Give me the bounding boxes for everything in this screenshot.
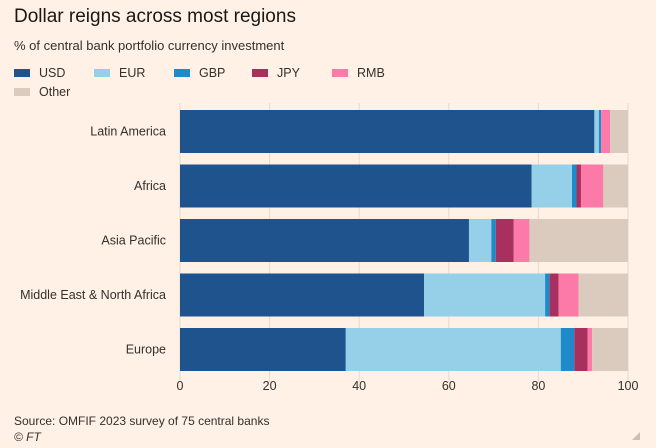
legend-label-eur: EUR — [119, 66, 146, 80]
bar-asia-pacific-gbp — [491, 219, 496, 262]
bar-africa-eur — [531, 164, 572, 208]
category-label-africa: Africa — [134, 179, 166, 193]
bar-latin-america-usd — [180, 110, 595, 153]
bar-asia-pacific-rmb — [513, 219, 530, 262]
legend-item-eur: EUR — [94, 66, 174, 80]
bar-asia-pacific-usd — [180, 219, 469, 262]
bar-africa-gbp — [572, 164, 577, 208]
legend-swatch-other — [14, 88, 30, 96]
resize-grip-icon — [632, 432, 640, 440]
legend-swatch-rmb — [332, 69, 348, 77]
bar-latin-america-rmb — [601, 110, 611, 153]
legend-swatch-eur — [94, 69, 110, 77]
bar-middle-east-and-north-africa-other — [578, 273, 628, 317]
credit-note: © FT — [14, 430, 41, 444]
legend-item-rmb: RMB — [332, 66, 412, 80]
legend-swatch-usd — [14, 69, 30, 77]
category-label-europe: Europe — [126, 343, 166, 357]
legend-swatch-gbp — [174, 69, 190, 77]
bar-africa-rmb — [580, 164, 604, 208]
source-note: Source: OMFIF 2023 survey of 75 central … — [14, 414, 270, 428]
legend-swatch-jpy — [252, 69, 268, 77]
bar-latin-america-gbp — [598, 110, 602, 153]
x-tick-label-100: 100 — [618, 379, 639, 393]
bar-latin-america-eur — [594, 110, 599, 153]
bar-africa-jpy — [576, 164, 581, 208]
category-label-asia-pacific: Asia Pacific — [101, 234, 166, 248]
chart-subtitle: % of central bank portfolio currency inv… — [14, 38, 285, 53]
legend-label-jpy: JPY — [277, 66, 300, 80]
x-tick-label-40: 40 — [352, 379, 366, 393]
bar-europe-jpy — [574, 328, 588, 371]
bar-middle-east-and-north-africa-usd — [180, 273, 425, 317]
legend-item-jpy: JPY — [252, 66, 332, 80]
stacked-bar-chart: Latin America Africa Asia Pacific Middle Ea… — [20, 103, 639, 393]
x-tick-label-0: 0 — [177, 379, 184, 393]
bar-asia-pacific-other — [529, 219, 628, 262]
chart-title: Dollar reigns across most regions — [14, 6, 296, 27]
bar-europe-other — [592, 328, 628, 371]
x-tick-label-20: 20 — [263, 379, 277, 393]
legend-item-other: Other — [14, 85, 94, 99]
legend-item-gbp: GBP — [174, 66, 252, 80]
legend-item-usd: USD — [14, 66, 94, 80]
bar-latin-america-other — [610, 110, 628, 153]
legend-label-usd: USD — [39, 66, 66, 80]
bar-europe-usd — [180, 328, 346, 371]
bar-middle-east-and-north-africa-jpy — [549, 273, 559, 317]
bar-europe-rmb — [587, 328, 593, 371]
x-tick-label-60: 60 — [442, 379, 456, 393]
legend: USD EUR GBP JPY RMB Other — [14, 66, 434, 99]
bar-middle-east-and-north-africa-rmb — [558, 273, 579, 317]
bar-middle-east-and-north-africa-eur — [424, 273, 546, 317]
bar-europe-eur — [345, 328, 561, 371]
category-label-middle-east-and-north-africa: Middle East & North Africa — [20, 288, 166, 302]
legend-label-rmb: RMB — [357, 66, 385, 80]
legend-label-other: Other — [39, 85, 71, 99]
bar-middle-east-and-north-africa-gbp — [545, 273, 550, 317]
category-label-latin-america: Latin America — [90, 125, 166, 139]
x-tick-label-80: 80 — [531, 379, 545, 393]
bar-europe-gbp — [560, 328, 575, 371]
legend-label-gbp: GBP — [199, 66, 226, 80]
bar-asia-pacific-jpy — [495, 219, 514, 262]
bar-africa-other — [603, 164, 628, 208]
bar-africa-usd — [180, 164, 532, 208]
bar-asia-pacific-eur — [468, 219, 492, 262]
